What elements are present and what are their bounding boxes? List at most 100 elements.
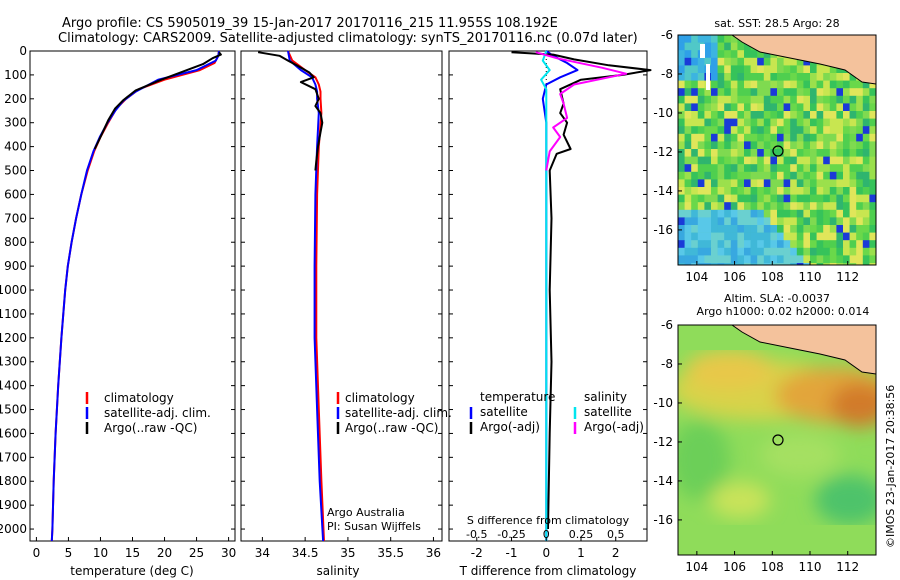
sst-cell bbox=[757, 126, 765, 135]
sst-cell bbox=[790, 141, 798, 150]
sst-cell bbox=[823, 225, 831, 233]
sst-cell bbox=[862, 141, 870, 150]
sst-cell bbox=[829, 240, 837, 249]
sst-cell bbox=[730, 171, 738, 180]
sst-cell bbox=[869, 141, 876, 150]
sst-cell bbox=[691, 111, 699, 119]
sst-cell bbox=[750, 141, 758, 150]
sst-cell bbox=[869, 103, 876, 112]
sst-cell bbox=[691, 209, 699, 218]
sst-cell bbox=[823, 179, 831, 188]
sst-cell bbox=[856, 95, 864, 104]
sst-cell bbox=[704, 118, 712, 127]
sst-cell bbox=[691, 35, 699, 43]
sst-cell bbox=[823, 88, 831, 97]
difference-legend: temperature satellite Argo(-adj) salinit… bbox=[469, 390, 644, 434]
depth-tick-labels: 0 100 200 300 400 500 600 700 800 900 1000 1100 1200… bbox=[0, 44, 27, 536]
sst-cell bbox=[810, 80, 817, 89]
sst-cell bbox=[862, 156, 870, 165]
sst-cell bbox=[717, 240, 725, 249]
sst-cell bbox=[770, 171, 778, 180]
sst-cell bbox=[783, 225, 791, 233]
sst-cell bbox=[684, 118, 692, 127]
sst-cell bbox=[763, 202, 771, 211]
sst-cell bbox=[836, 141, 844, 150]
sst-cell bbox=[777, 103, 784, 112]
sst-cell bbox=[869, 187, 876, 195]
sst-cell bbox=[757, 232, 765, 241]
sst-cell bbox=[803, 194, 811, 203]
sst-cell bbox=[823, 65, 831, 74]
sst-cell bbox=[823, 133, 831, 142]
sst-cell bbox=[849, 225, 857, 233]
temperature-xlabel: temperature (deg C) bbox=[70, 564, 193, 578]
sst-cell bbox=[678, 247, 685, 256]
sst-cell bbox=[777, 80, 784, 89]
sst-cell bbox=[744, 149, 751, 157]
sst-cell bbox=[849, 263, 857, 265]
sst-cell bbox=[790, 133, 798, 142]
sst-cell bbox=[856, 118, 864, 127]
sst-cell bbox=[829, 133, 837, 142]
sst-cell bbox=[783, 217, 791, 226]
x-tick-label: 0 bbox=[542, 546, 550, 560]
sst-cell bbox=[684, 80, 692, 89]
series-satellite-adj-clim- bbox=[50, 50, 220, 542]
sst-cell bbox=[790, 232, 798, 241]
sst-cell bbox=[750, 217, 758, 226]
sst-cell bbox=[796, 179, 804, 188]
sst-cell bbox=[711, 42, 718, 51]
salinity-xlabel: salinity bbox=[316, 564, 359, 578]
sst-cell bbox=[717, 88, 725, 97]
sst-cell bbox=[862, 164, 870, 173]
sst-cell bbox=[796, 118, 804, 127]
sst-cell bbox=[750, 111, 758, 119]
sst-cell bbox=[678, 232, 685, 241]
sst-cell bbox=[777, 141, 784, 150]
legend-argo: Argo(..raw -QC) bbox=[104, 421, 197, 435]
sst-cell bbox=[796, 202, 804, 211]
sst-cell bbox=[862, 263, 870, 265]
sst-cell bbox=[711, 95, 718, 104]
sst-cell bbox=[744, 225, 751, 233]
sla-blob bbox=[815, 475, 876, 525]
sst-cell bbox=[744, 50, 751, 59]
sst-cell bbox=[796, 164, 804, 173]
legend-s-satellite: satellite bbox=[584, 405, 632, 419]
sst-cell bbox=[750, 156, 758, 165]
sst-cell bbox=[763, 149, 771, 157]
sst-cell bbox=[803, 118, 811, 127]
sst-cell bbox=[862, 179, 870, 188]
sst-cell bbox=[711, 209, 718, 218]
sst-cell bbox=[750, 149, 758, 157]
sst-cell bbox=[770, 57, 778, 66]
sst-cell bbox=[757, 156, 765, 165]
depth-tick-label: 1900 bbox=[0, 498, 27, 512]
depth-tick-label: 1700 bbox=[0, 450, 27, 464]
sst-cell bbox=[796, 156, 804, 165]
sst-cell bbox=[836, 126, 844, 135]
sst-cell bbox=[810, 194, 817, 203]
sst-cell bbox=[810, 156, 817, 165]
depth-tick-label: 1000 bbox=[0, 283, 27, 297]
sst-cell bbox=[823, 202, 831, 211]
sst-cell bbox=[843, 103, 850, 112]
sst-cell bbox=[678, 126, 685, 135]
sst-cell bbox=[678, 88, 685, 97]
sst-cell bbox=[697, 126, 705, 135]
map-lon-label: 110 bbox=[799, 270, 822, 284]
series-argo-raw-qc- bbox=[93, 51, 222, 150]
sst-cell bbox=[724, 111, 732, 119]
sst-cell bbox=[724, 187, 732, 195]
sst-cell bbox=[737, 80, 745, 89]
sst-cell bbox=[730, 232, 738, 241]
sst-cell bbox=[856, 126, 864, 135]
sst-cell bbox=[717, 133, 725, 142]
sla-map-frame bbox=[677, 324, 877, 556]
sst-cell bbox=[783, 65, 791, 74]
sst-cell bbox=[757, 141, 765, 150]
x-tick-label: 35 bbox=[340, 546, 355, 560]
sst-cell bbox=[697, 263, 705, 265]
sst-cell bbox=[770, 111, 778, 119]
sst-cell bbox=[717, 225, 725, 233]
